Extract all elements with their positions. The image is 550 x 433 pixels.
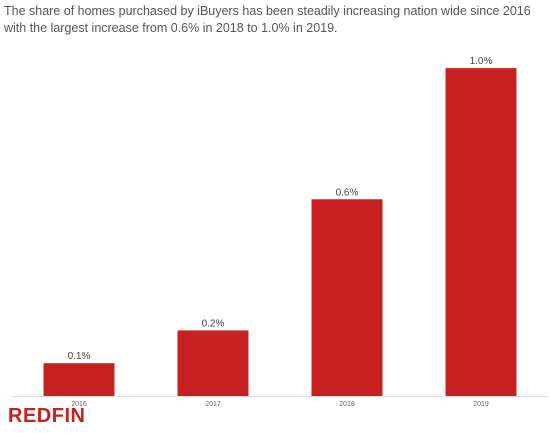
data-label-2018: 0.6% [336, 187, 359, 198]
x-tick-label-2018: 2018 [339, 401, 355, 408]
data-label-2019: 1.0% [470, 56, 493, 67]
brand-logo: REDFIN [8, 405, 86, 427]
bar-2019 [445, 68, 517, 396]
bar-2016 [43, 363, 115, 396]
bar-2018 [311, 199, 383, 396]
x-tick-label-2017: 2017 [205, 401, 221, 408]
chart-title: The share of homes purchased by iBuyers … [4, 4, 531, 35]
data-label-2017: 0.2% [202, 318, 225, 329]
data-label-2016: 0.1% [68, 351, 91, 362]
bar-2017 [177, 330, 249, 396]
x-tick-label-2019: 2019 [473, 401, 489, 408]
x-tick-label-2016: 2016 [71, 401, 87, 408]
